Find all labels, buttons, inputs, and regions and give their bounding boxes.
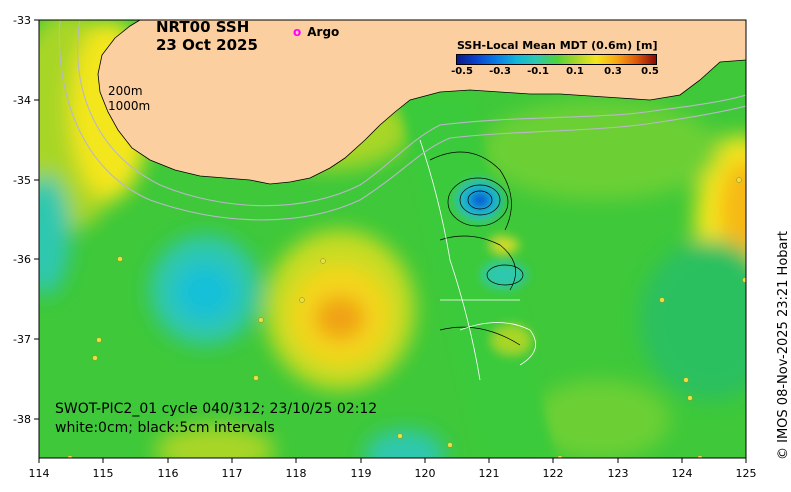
x-tick-label: 120 — [415, 467, 436, 480]
ssh-field — [39, 20, 746, 458]
plot-frame — [38, 19, 747, 459]
x-tick-label: 115 — [93, 467, 114, 480]
colorbar-tick: 0.1 — [566, 66, 584, 77]
x-axis: 114 115 116 117 118 119 120 121 122 123 … — [29, 458, 757, 480]
title-date: 23 Oct 2025 — [156, 36, 258, 54]
x-tick-label: 123 — [608, 467, 629, 480]
x-tick-label: 114 — [29, 467, 50, 480]
y-tick-label: -34 — [13, 94, 31, 107]
colorbar-tick: 0.5 — [641, 66, 659, 77]
argo-marker-icon: o — [293, 25, 302, 39]
isobath-label-1000: 1000m — [108, 99, 151, 113]
y-axis: -33 -34 -35 -36 -37 -38 — [13, 14, 39, 426]
y-tick-label: -33 — [13, 14, 31, 27]
y-tick-label: -36 — [13, 253, 31, 266]
x-tick-label: 124 — [672, 467, 693, 480]
argo-legend-label: Argo — [307, 25, 340, 39]
isobath-label-200: 200m — [108, 84, 143, 98]
colorbar-tick: 0.3 — [604, 66, 622, 77]
colorbar-ticks: -0.5 -0.3 -0.1 0.1 0.3 0.5 — [450, 66, 662, 80]
colorbar-title: SSH-Local Mean MDT (0.6m) [m] — [457, 39, 658, 52]
x-tick-label: 117 — [222, 467, 243, 480]
y-tick-label: -37 — [13, 333, 31, 346]
x-tick-label: 125 — [736, 467, 757, 480]
x-tick-label: 122 — [543, 467, 564, 480]
x-tick-label: 119 — [351, 467, 372, 480]
swot-caption-line2: white:0cm; black:5cm intervals — [55, 420, 275, 436]
y-tick-label: -35 — [13, 174, 31, 187]
colorbar — [456, 54, 657, 65]
swot-caption-line1: SWOT-PIC2_01 cycle 040/312; 23/10/25 02:… — [55, 401, 378, 417]
map-title: NRT00 SSH 23 Oct 2025 — [156, 18, 258, 54]
colorbar-tick: -0.3 — [489, 66, 511, 77]
copyright-notice: © IMOS 08-Nov-2025 23:21 Hobart — [776, 231, 791, 460]
y-tick-label: -38 — [13, 413, 31, 426]
x-tick-label: 116 — [158, 467, 179, 480]
x-tick-label: 121 — [479, 467, 500, 480]
swot-caption: SWOT-PIC2_01 cycle 040/312; 23/10/25 02:… — [55, 400, 377, 438]
x-tick-label: 118 — [286, 467, 307, 480]
colorbar-tick: -0.1 — [527, 66, 549, 77]
colorbar-tick: -0.5 — [451, 66, 473, 77]
isobath-labels: 200m 1000m — [108, 84, 150, 114]
argo-legend: o Argo — [293, 25, 339, 39]
title-product: NRT00 SSH — [156, 18, 250, 36]
